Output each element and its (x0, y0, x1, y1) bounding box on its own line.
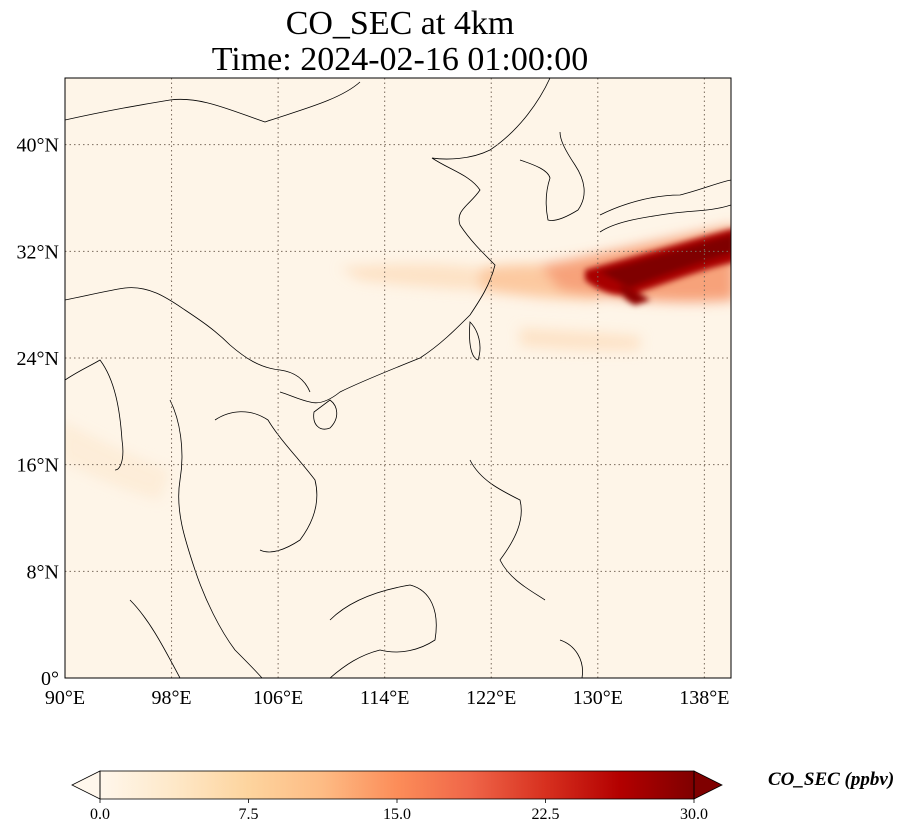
lat-tick-label: 24°N (17, 348, 59, 370)
lat-tick-label: 8°N (27, 561, 59, 583)
longitude-tick-labels: 90°E 98°E 106°E 114°E 122°E 130°E 138°E (45, 687, 730, 709)
colorbar-tick-label: 0.0 (90, 806, 110, 823)
colorbar-tick-label: 15.0 (383, 806, 411, 823)
co-sec-plume (65, 225, 731, 500)
map-title: CO_SEC at 4km (285, 5, 515, 42)
lat-tick-label: 40°N (17, 135, 59, 157)
lat-tick-label: 32°N (17, 241, 59, 263)
colorbar-extend-min (71, 770, 101, 800)
coastlines (65, 78, 731, 678)
lon-tick-label: 114°E (360, 687, 409, 709)
colorbar-tick-label: 22.5 (531, 806, 560, 823)
colorbar-gradient (100, 771, 694, 799)
colorbar (71, 770, 723, 803)
colorbar-extend-max (693, 770, 723, 800)
lon-tick-label: 130°E (573, 687, 623, 709)
map-background (65, 78, 731, 678)
colorbar-tick-label: 30.0 (680, 806, 708, 823)
latitude-tick-labels: 0° 8°N 16°N 24°N 32°N 40°N (17, 135, 59, 690)
lon-tick-label: 90°E (45, 687, 85, 709)
map-frame (64, 77, 732, 679)
lat-tick-label: 16°N (17, 455, 59, 477)
lon-tick-label: 138°E (679, 687, 729, 709)
lat-tick-label: 0° (41, 668, 59, 690)
colorbar-tick-label: 7.5 (238, 806, 259, 823)
lon-tick-label: 122°E (466, 687, 516, 709)
map-subtitle-time: Time: 2024-02-16 01:00:00 (211, 41, 589, 78)
colorbar-label: CO_SEC (ppbv) (768, 769, 895, 790)
lon-tick-label: 98°E (151, 687, 191, 709)
lon-tick-label: 106°E (253, 687, 303, 709)
